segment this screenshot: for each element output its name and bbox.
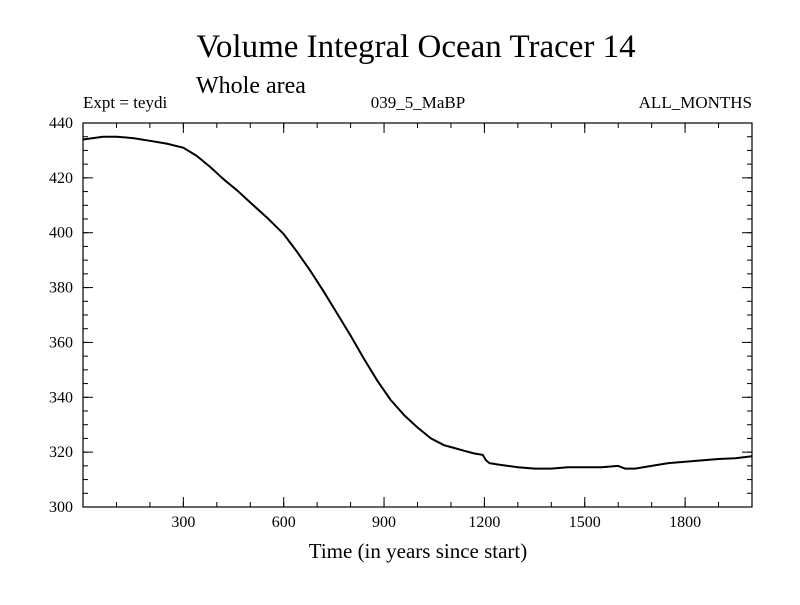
y-tick-label: 340: [49, 389, 73, 406]
y-tick-label: 320: [49, 444, 73, 461]
chart-subtitle: Whole area: [196, 73, 306, 99]
plot-frame: [82, 122, 753, 508]
axis-tick-labels: 300 600 900 1200 1500 1800 300 320 340 360 380 400 4…: [49, 115, 701, 531]
x-tick-label: 600: [272, 514, 296, 531]
y-tick-label: 400: [49, 225, 73, 242]
x-tick-label: 1500: [569, 514, 601, 531]
y-tick-label: 440: [49, 115, 73, 132]
experiment-label: Expt = teydi: [83, 93, 167, 112]
x-tick-label: 300: [171, 514, 195, 531]
x-tick-label: 1800: [669, 514, 701, 531]
series-line: [82, 135, 753, 470]
period-label: ALL_MONTHS: [639, 93, 752, 112]
y-tick-label: 360: [49, 334, 73, 351]
chart-title: Volume Integral Ocean Tracer 14: [196, 29, 635, 65]
x-tick-label: 1200: [468, 514, 500, 531]
axis-ticks: [83, 122, 752, 508]
x-tick-label: 900: [372, 514, 396, 531]
case-label: 039_5_MaBP: [371, 93, 465, 112]
y-tick-label: 300: [49, 499, 73, 516]
y-tick-label: 420: [49, 170, 73, 187]
y-tick-label: 380: [49, 280, 73, 297]
x-axis-label: Time (in years since start): [309, 539, 528, 563]
